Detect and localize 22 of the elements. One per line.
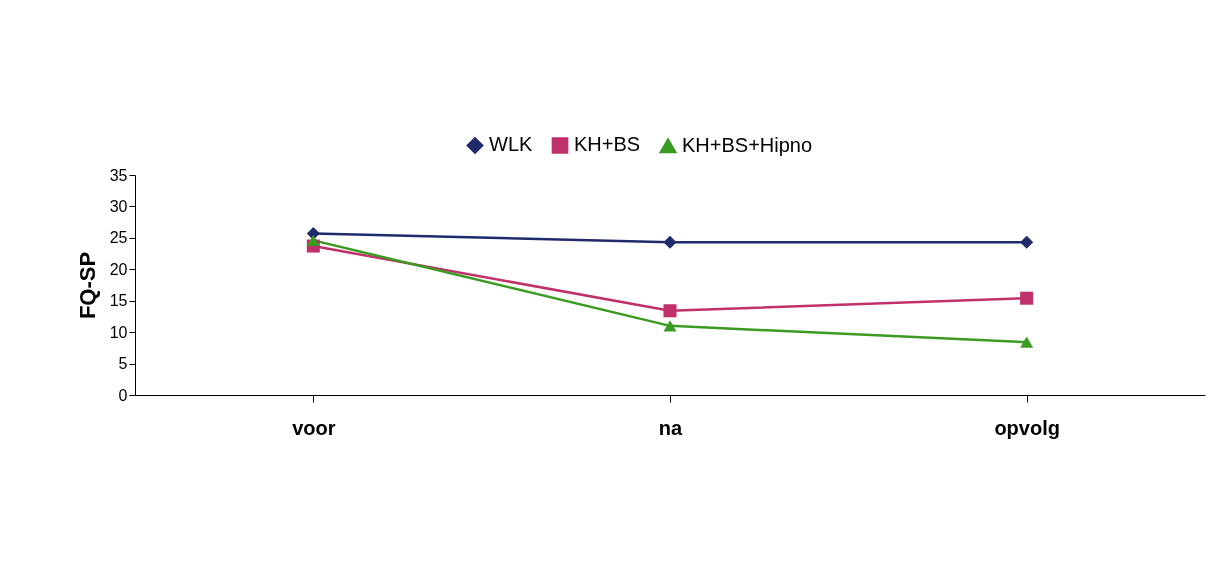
y-tick-label: 0 bbox=[118, 386, 128, 404]
point bbox=[306, 234, 320, 247]
y-tick-label: 10 bbox=[109, 323, 128, 341]
y-tick-label: 35 bbox=[109, 166, 128, 184]
y-tick-label: 5 bbox=[118, 355, 128, 373]
point bbox=[1020, 235, 1034, 249]
y-tick-label: 20 bbox=[109, 260, 128, 278]
y-tick-label: 15 bbox=[109, 292, 128, 310]
y-axis-title: FQ-SP bbox=[74, 251, 100, 320]
point bbox=[1020, 336, 1034, 348]
point bbox=[663, 320, 677, 332]
y-tick-label: 30 bbox=[109, 197, 128, 215]
point bbox=[663, 235, 677, 249]
x-tick-label: na bbox=[658, 416, 684, 439]
x-tick-label: opvolg bbox=[994, 416, 1060, 439]
legend-label: KH+BS+Hipno bbox=[682, 133, 813, 156]
legend-label: WLK bbox=[489, 133, 533, 156]
legend-label: KH+BS bbox=[574, 133, 641, 156]
x-tick-label: voor bbox=[292, 416, 336, 439]
point bbox=[663, 304, 677, 318]
point bbox=[1020, 291, 1034, 305]
y-tick-label: 25 bbox=[109, 229, 128, 247]
